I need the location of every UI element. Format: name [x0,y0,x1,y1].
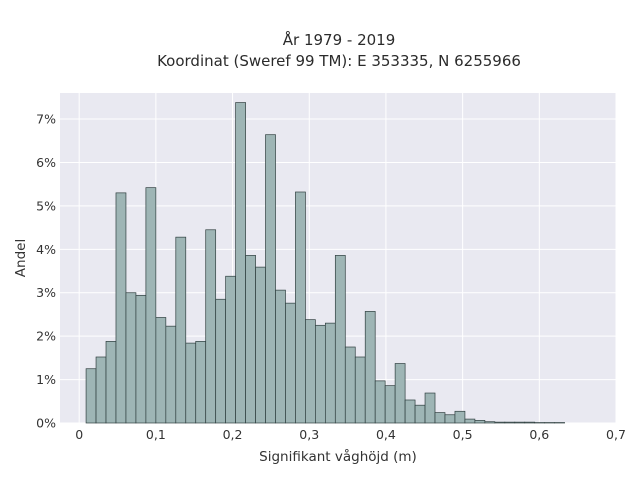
histogram-bar [305,319,316,424]
y-axis-label: Andel [13,239,29,277]
histogram-bar [524,421,536,424]
histogram-bar [514,421,526,424]
x-tick-label: 0,1 [146,427,166,442]
y-tick-label: 4% [36,242,56,257]
y-tick-label: 2% [36,329,56,344]
histogram-bar [474,420,486,424]
histogram-bar [275,289,286,424]
histogram-bar [424,392,436,424]
histogram-bar [315,324,326,424]
histogram-bar [324,322,336,424]
histogram-bar [364,311,376,424]
histogram-bar [414,404,426,424]
histogram-bar [504,421,516,424]
y-axis-ticks: 0% 1% 2% 3% 4% 5% 6% 7% [36,112,56,431]
histogram-bar [454,410,466,424]
histogram-bar [434,412,446,424]
histogram-bar [215,298,226,424]
histogram-bar [245,255,256,424]
histogram-bar [95,356,107,424]
histogram-bar [225,275,236,424]
x-tick-label: 0,5 [453,427,473,442]
histogram-bar [205,229,217,424]
histogram-bar [125,292,137,424]
histogram-bar [85,368,97,424]
bars [85,102,565,424]
y-tick-label: 1% [36,372,56,387]
y-tick-label: 7% [36,112,56,127]
histogram-bar [115,192,127,424]
histogram-bar [105,341,117,424]
x-tick-label: 0,6 [529,427,549,442]
histogram-bar [464,418,476,424]
x-axis-ticks: 0 0,1 0,2 0,3 0,4 0,5 0,6 0,7 [75,427,626,442]
histogram-bar [344,346,356,424]
y-tick-label: 0% [36,416,56,431]
histogram-bar [404,399,416,424]
histogram-bar [165,325,177,424]
x-tick-label: 0 [75,427,83,442]
histogram-bar [145,187,157,424]
x-tick-label: 0,7 [606,427,626,442]
histogram-bar [185,342,197,424]
histogram-bar [195,341,207,424]
histogram-bar [384,385,396,424]
x-tick-label: 0,3 [299,427,319,442]
histogram-bar [494,421,506,424]
histogram-bar [155,317,167,424]
histogram-bar [394,363,406,424]
y-tick-label: 6% [36,155,56,170]
histogram-bar [295,191,306,424]
histogram-bar [374,380,386,424]
histogram-bar [484,421,496,424]
histogram-bar [444,414,456,424]
histogram-bar [265,134,276,424]
x-tick-label: 0,4 [376,427,396,442]
y-tick-label: 3% [36,285,56,300]
histogram-bar [135,294,147,424]
chart-title-line-2: Koordinat (Sweref 99 TM): E 353335, N 62… [157,52,521,70]
y-tick-label: 5% [36,198,56,213]
histogram-bar [354,356,366,424]
histogram-bar [334,255,346,424]
x-tick-label: 0,2 [223,427,243,442]
histogram-bar [175,236,187,424]
histogram-bar [255,266,266,424]
histogram-bar [235,102,246,424]
histogram-bar [285,302,296,424]
chart-title-line-1: År 1979 - 2019 [283,30,396,49]
x-axis-label: Signifikant våghöjd (m) [259,448,417,465]
